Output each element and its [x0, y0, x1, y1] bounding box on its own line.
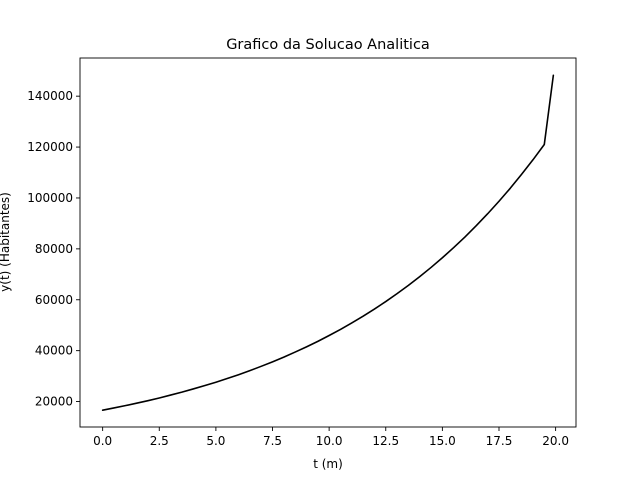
y-tick-label: 120000	[27, 140, 73, 154]
series-line-0	[101, 74, 555, 412]
x-tick-label: 15.0	[429, 434, 456, 448]
x-axis-label: t (m)	[313, 457, 343, 471]
axes-frame	[79, 57, 577, 428]
y-tick-label: 80000	[35, 242, 73, 256]
x-tick-label: 17.5	[486, 434, 513, 448]
y-tick-label: 140000	[27, 89, 73, 103]
y-tick-label: 40000	[35, 344, 73, 358]
x-tick-label: 5.0	[206, 434, 225, 448]
x-axis-ticks: 0.0 2.5 5.0 7.5 10.0 12.5 15.0 17.5 20.0	[93, 427, 569, 448]
x-tick-label: 2.5	[150, 434, 169, 448]
x-tick-label: 10.0	[316, 434, 343, 448]
y-axis-ticks: 20000 40000 60000 80000 100000 120000 140000	[27, 89, 80, 409]
x-tick-label: 20.0	[542, 434, 569, 448]
y-tick-label: 20000	[35, 395, 73, 409]
x-tick-label: 12.5	[372, 434, 399, 448]
y-tick-label: 60000	[35, 293, 73, 307]
plot-area	[101, 74, 555, 412]
x-tick-label: 7.5	[263, 434, 282, 448]
y-tick-label: 100000	[27, 191, 73, 205]
x-tick-label: 0.0	[93, 434, 112, 448]
chart-title: Grafico da Solucao Analitica	[226, 37, 430, 53]
y-axis-label: y(t) (Habitantes)	[0, 192, 12, 292]
